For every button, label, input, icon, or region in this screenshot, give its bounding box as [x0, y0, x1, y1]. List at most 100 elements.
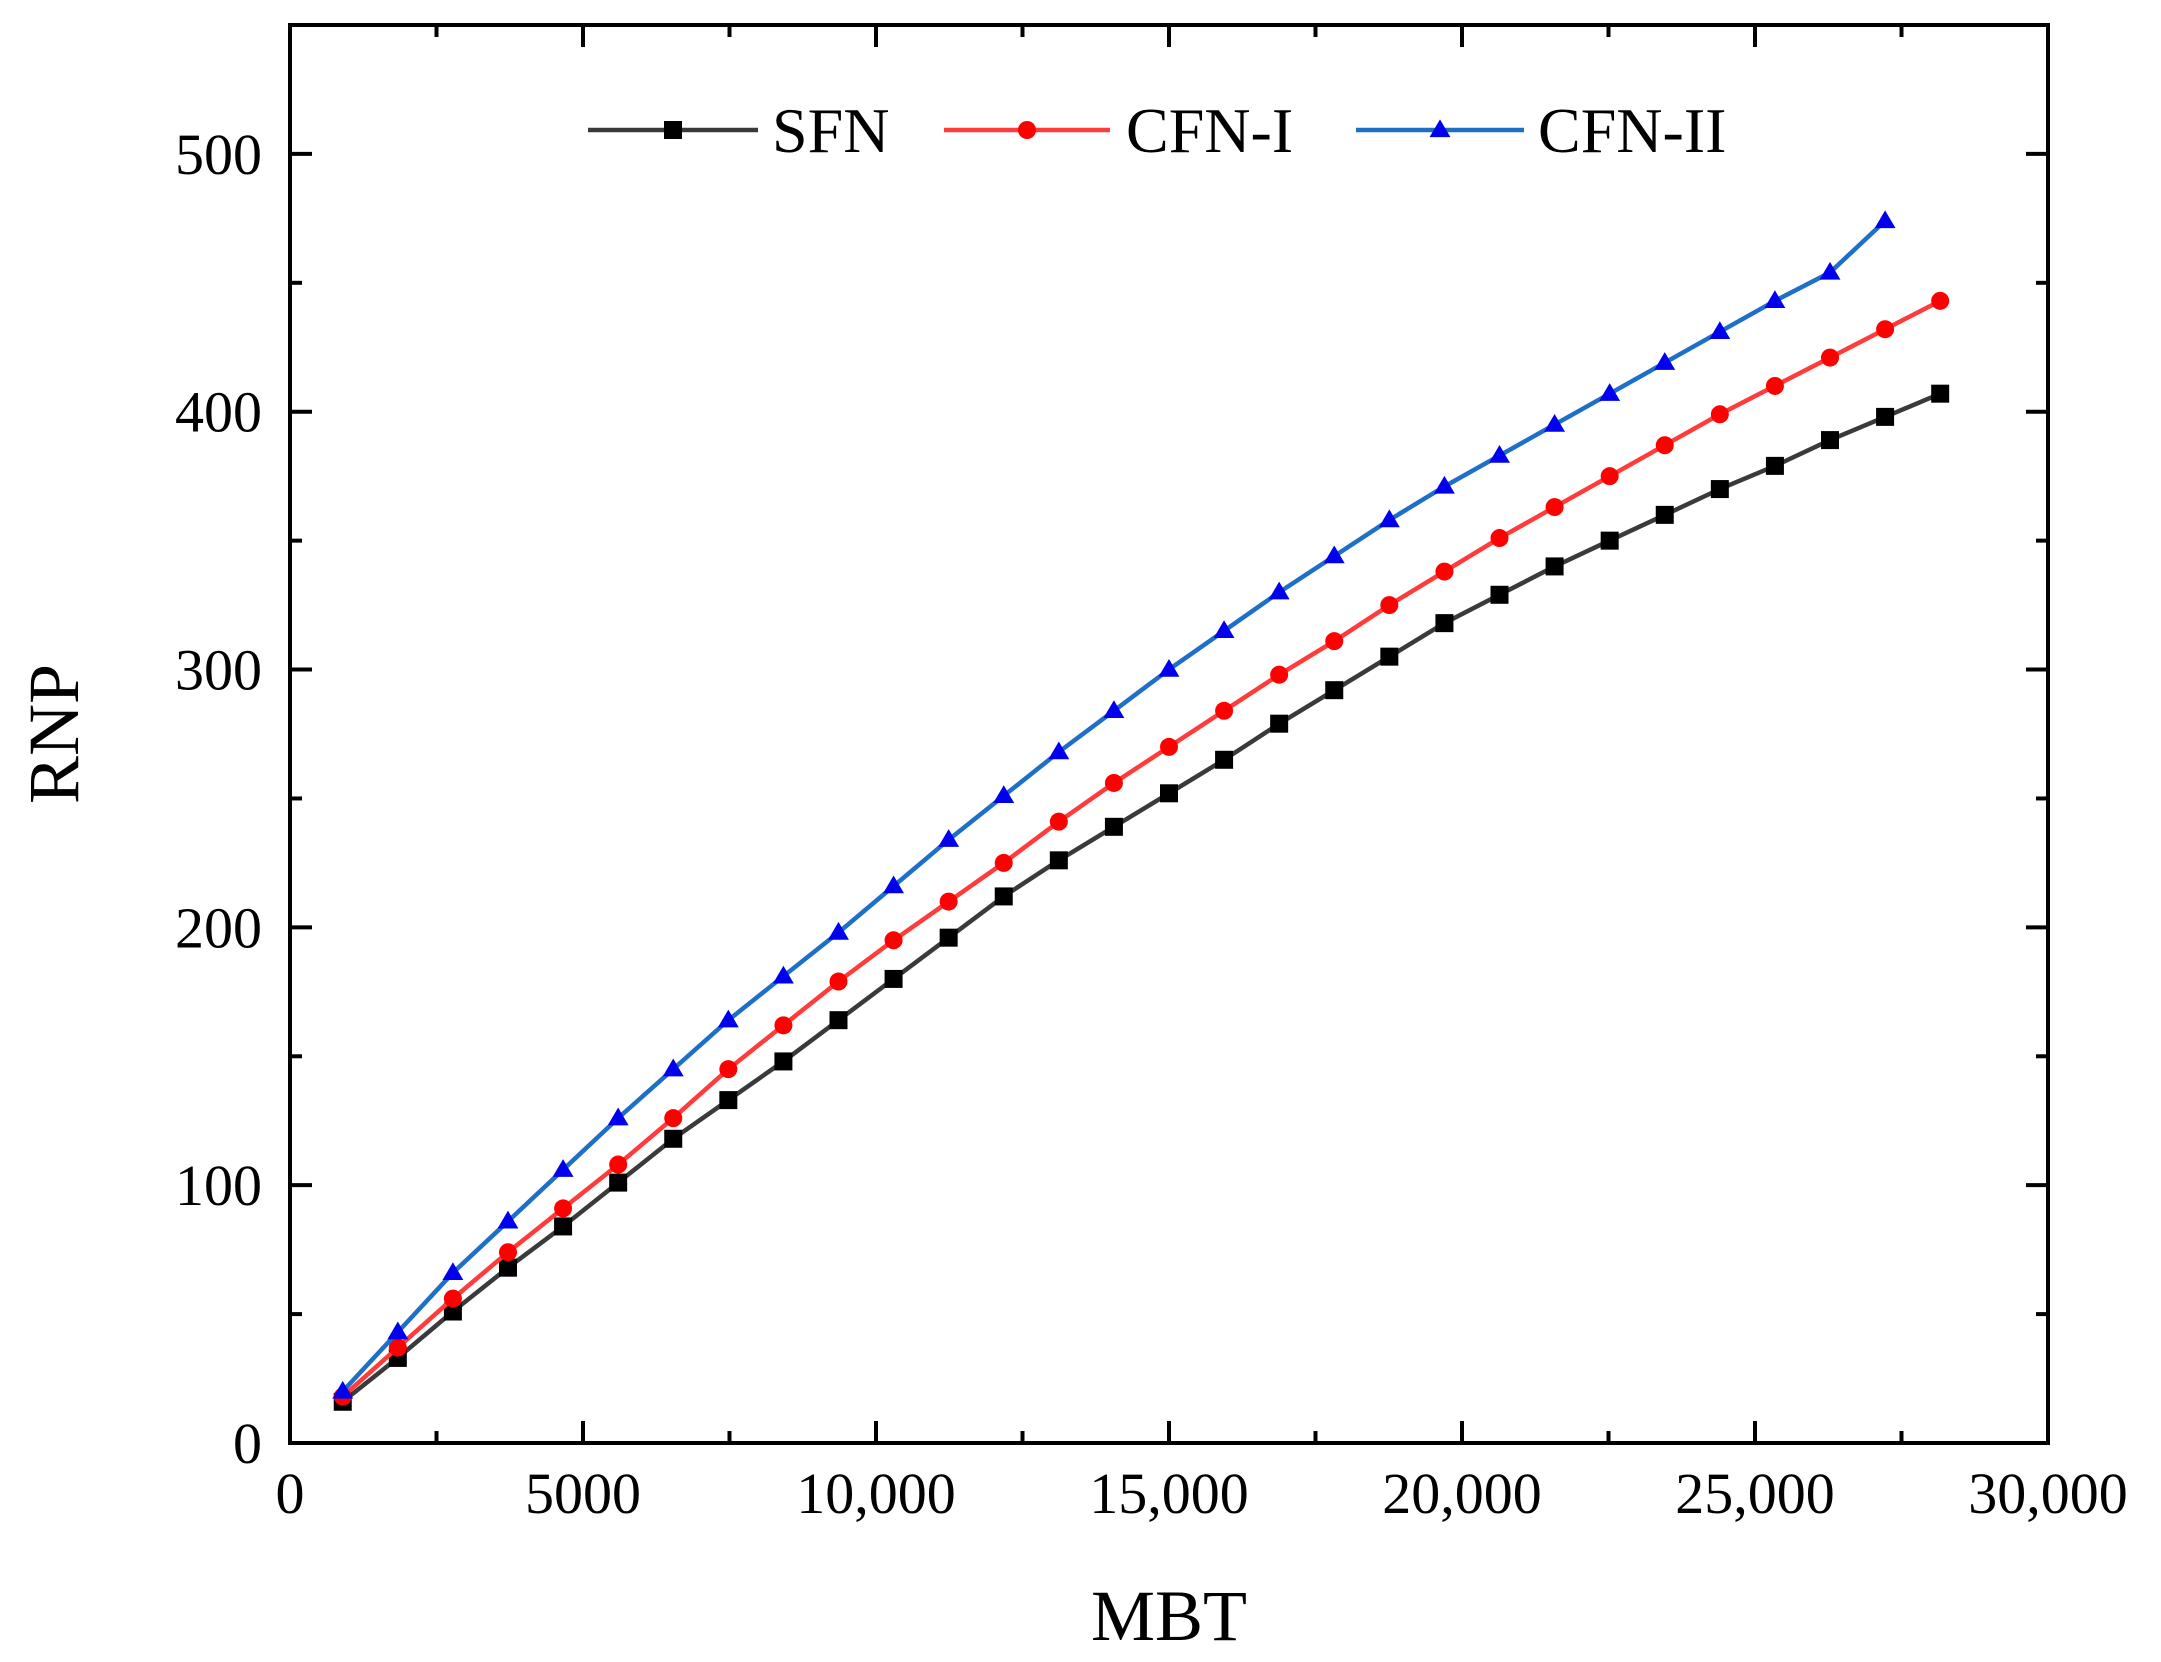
data-point-cfn-i [774, 1016, 793, 1035]
data-point-cfn-i [1765, 376, 1784, 395]
data-point-sfn [994, 887, 1013, 906]
data-point-cfn-ii [1489, 444, 1510, 463]
data-point-cfn-i [1600, 467, 1619, 486]
legend-marker [1429, 119, 1451, 138]
data-point-cfn-i [1435, 562, 1454, 581]
data-point-cfn-ii [332, 1380, 354, 1399]
data-point-cfn-i [939, 892, 958, 911]
data-point-cfn-ii [607, 1107, 629, 1126]
y-tick-label: 400 [175, 380, 262, 445]
data-point-sfn [1490, 585, 1509, 604]
data-point-cfn-i [1876, 320, 1895, 339]
data-point-cfn-i [1270, 665, 1289, 684]
data-point-cfn-i [1160, 737, 1178, 756]
data-point-cfn-ii [442, 1262, 464, 1281]
data-point-cfn-i [829, 972, 848, 991]
y-tick-label: 100 [175, 1153, 262, 1218]
data-point-sfn [1215, 750, 1234, 769]
legend-item-sfn: SFN [588, 95, 889, 166]
y-tick-label: 200 [175, 895, 262, 960]
data-point-cfn-i [1545, 498, 1564, 517]
x-tick-label: 30,000 [1968, 1461, 2128, 1526]
data-point-sfn [1435, 614, 1454, 633]
data-point-cfn-i [1710, 405, 1729, 424]
y-tick-label: 0 [233, 1411, 262, 1476]
series-cfn-ii [332, 210, 1896, 1399]
legend-label: CFN-II [1538, 95, 1726, 166]
data-point-sfn [1270, 714, 1289, 733]
data-point-cfn-ii [1433, 475, 1455, 494]
data-point-cfn-i [994, 853, 1013, 872]
data-point-sfn [498, 1258, 517, 1277]
data-point-cfn-ii [717, 1009, 739, 1028]
x-tick-label: 10,000 [796, 1461, 956, 1526]
data-point-sfn [1931, 384, 1950, 403]
x-tick-label: 15,000 [1089, 1461, 1249, 1526]
legend-item-cfn-ii: CFN-II [1356, 95, 1726, 166]
data-point-sfn [1765, 456, 1784, 475]
data-point-cfn-ii [993, 785, 1015, 804]
data-point-sfn [1545, 557, 1564, 576]
series-line-cfn-i [341, 298, 1942, 1399]
data-point-cfn-ii [772, 965, 794, 984]
data-point-sfn [1160, 784, 1178, 803]
data-point-sfn [1104, 817, 1123, 836]
data-point-cfn-ii [1378, 509, 1400, 528]
data-point-cfn-ii [1544, 414, 1566, 432]
data-point-cfn-i [1821, 348, 1840, 367]
data-point-sfn [1325, 681, 1344, 700]
data-point-cfn-ii [662, 1058, 684, 1077]
x-tick-label: 0 [276, 1461, 305, 1526]
data-point-sfn [1710, 480, 1729, 499]
x-tick-label: 20,000 [1382, 1461, 1542, 1526]
data-point-cfn-i [1325, 632, 1344, 651]
data-point-sfn [443, 1302, 462, 1321]
data-point-sfn [1049, 851, 1068, 870]
data-point-cfn-ii [1158, 658, 1180, 677]
data-point-sfn [554, 1217, 573, 1236]
data-point-cfn-ii [1268, 581, 1290, 600]
data-point-sfn [1600, 531, 1619, 550]
y-tick-label: 300 [175, 638, 262, 703]
data-point-sfn [1821, 431, 1840, 450]
data-point-cfn-ii [1213, 620, 1235, 639]
data-point-sfn [774, 1052, 793, 1071]
data-point-cfn-ii [552, 1159, 574, 1177]
data-point-cfn-ii [1819, 261, 1841, 280]
x-axis-title: MBT [1091, 1576, 1247, 1656]
data-point-cfn-i [1104, 773, 1123, 792]
series-cfn-i [333, 291, 1950, 1406]
legend-label: CFN-I [1126, 95, 1293, 166]
legend-marker [1018, 121, 1036, 139]
series-sfn [333, 384, 1950, 1411]
data-point-cfn-i [1931, 291, 1950, 310]
data-point-sfn [1655, 505, 1674, 524]
y-tick-label: 500 [175, 122, 262, 187]
labels-layer: 0 5000 10,000 15,000 20,000 25,000 30,000 0 100 2… [175, 122, 2128, 1526]
legend: SFN CFN-I CFN-II [588, 95, 1726, 166]
data-point-sfn [1876, 407, 1895, 426]
data-point-sfn [939, 928, 958, 947]
data-point-cfn-i [1655, 436, 1674, 455]
data-point-cfn-ii [1599, 383, 1621, 401]
data-point-sfn [829, 1011, 848, 1030]
data-point-sfn [884, 969, 903, 988]
x-tick-label: 5000 [525, 1461, 641, 1526]
data-point-cfn-ii [1874, 210, 1896, 229]
data-point-cfn-i [498, 1243, 517, 1262]
data-point-sfn [1380, 647, 1399, 666]
data-point-cfn-ii [497, 1210, 519, 1229]
data-point-sfn [609, 1173, 628, 1192]
x-tick-label: 25,000 [1675, 1461, 1835, 1526]
data-point-cfn-i [388, 1338, 407, 1357]
legend-label: SFN [772, 95, 889, 166]
series-line-sfn [341, 391, 1942, 1404]
legend-item-cfn-i: CFN-I [944, 95, 1293, 166]
data-point-cfn-ii [1764, 290, 1786, 309]
data-point-cfn-ii [883, 875, 905, 894]
data-point-cfn-i [609, 1155, 628, 1174]
data-point-cfn-ii [938, 829, 960, 847]
data-point-cfn-ii [1323, 545, 1345, 564]
